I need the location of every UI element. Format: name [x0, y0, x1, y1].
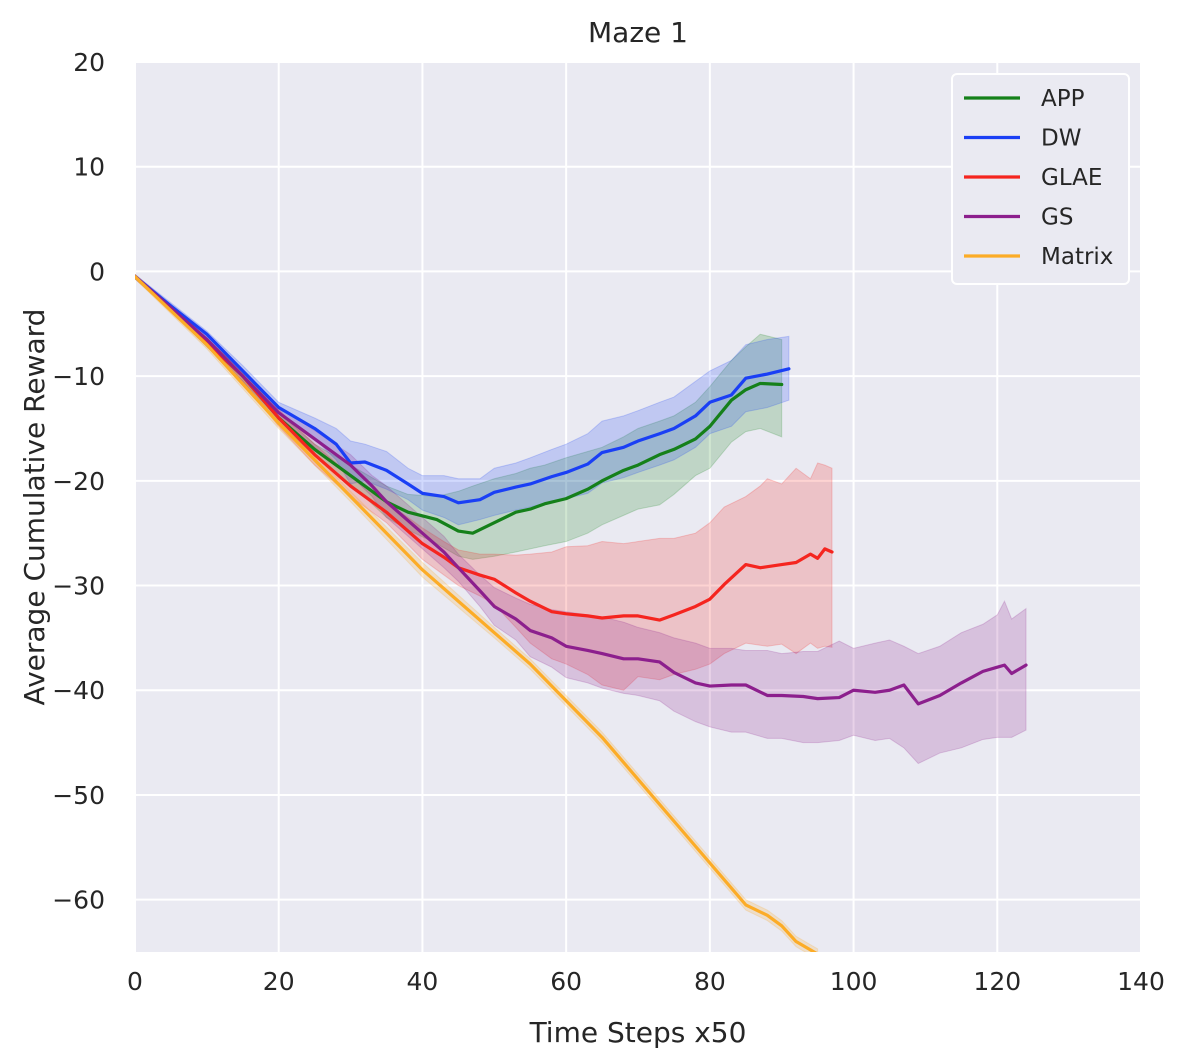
x-tick-label: 100: [830, 967, 878, 996]
series-line-dw: [135, 275, 791, 505]
band-glae: [135, 273, 833, 691]
x-tick-label: 120: [973, 967, 1021, 996]
series-lines: [135, 275, 1028, 952]
y-tick-label: −50: [52, 781, 105, 810]
series-line-app: [135, 275, 784, 535]
x-tick-label: 60: [550, 967, 582, 996]
band-gs: [135, 273, 1027, 765]
x-tick-label: 20: [263, 967, 295, 996]
y-axis-title: Average Cumulative Reward: [18, 309, 51, 706]
legend-label-app: APP: [1041, 86, 1085, 112]
x-axis-title: Time Steps x50: [529, 1016, 747, 1049]
legend-label-dw: DW: [1041, 126, 1081, 152]
x-axis-ticks: 0 20 40 60 80 100 120 140: [127, 967, 1165, 996]
x-tick-label: 80: [694, 967, 726, 996]
x-tick-label: 40: [407, 967, 439, 996]
y-tick-label: −20: [52, 467, 105, 496]
band-matrix: [135, 273, 819, 952]
band-dw: [135, 273, 790, 526]
y-tick-label: −60: [52, 886, 105, 915]
series-line-glae: [135, 275, 834, 622]
y-axis-ticks: 20 10 0 −10 −20 −30 −40 −50 −60: [52, 48, 105, 915]
y-tick-label: −40: [52, 676, 105, 705]
legend-label-gs: GS: [1041, 205, 1073, 231]
series-line-matrix: [135, 275, 818, 952]
confidence-bands: [135, 273, 1027, 952]
x-tick-label: 0: [127, 967, 143, 996]
legend-label-glae: GLAE: [1041, 165, 1102, 191]
legend: APP DW GLAE GS Matrix: [951, 73, 1130, 285]
y-tick-label: 10: [73, 153, 105, 182]
legend-box: [951, 73, 1130, 285]
y-tick-label: −30: [52, 572, 105, 601]
series-line-gs: [135, 275, 1028, 706]
chart-title: Maze 1: [588, 16, 688, 49]
y-tick-label: 20: [73, 48, 105, 77]
legend-label-matrix: Matrix: [1041, 244, 1113, 270]
y-tick-label: −10: [52, 362, 105, 391]
x-tick-label: 140: [1117, 967, 1165, 996]
y-tick-label: 0: [89, 257, 105, 286]
